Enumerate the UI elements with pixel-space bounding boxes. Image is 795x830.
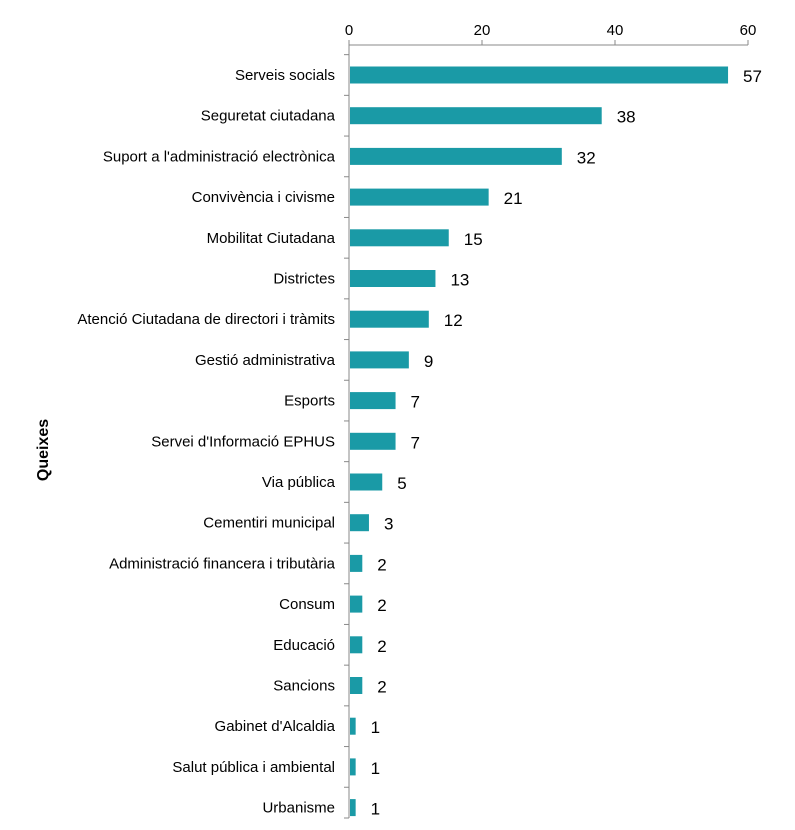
category-label: Suport a l'administració electrònica <box>103 148 336 165</box>
category-label: Educació <box>273 637 335 654</box>
data-label: 1 <box>371 800 380 819</box>
category-label: Sancions <box>273 678 335 695</box>
bar <box>350 392 396 410</box>
category-label: Consum <box>279 596 335 613</box>
category-label: Servei d'Informació EPHUS <box>151 433 335 450</box>
category-label: Serveis socials <box>235 67 335 84</box>
data-label: 15 <box>464 230 483 249</box>
category-label: Administració financera i tributària <box>109 555 336 572</box>
category-label: Via pública <box>262 474 336 491</box>
bar <box>350 107 602 125</box>
category-label: Atenció Ciutadana de directori i tràmits <box>77 311 335 328</box>
bars <box>350 66 729 817</box>
bar <box>350 66 729 84</box>
data-label: 9 <box>424 352 433 371</box>
x-axis: 0 20 40 60 <box>345 22 757 46</box>
bar <box>350 473 383 491</box>
data-label: 21 <box>504 189 523 208</box>
x-tick-label: 40 <box>607 22 624 39</box>
data-label: 5 <box>397 474 406 493</box>
data-label: 7 <box>411 433 420 452</box>
bar <box>350 147 562 165</box>
bar <box>350 595 363 613</box>
bar <box>350 799 356 817</box>
data-label: 12 <box>444 311 463 330</box>
category-label: Mobilitat Ciutadana <box>207 230 336 247</box>
data-label: 2 <box>377 678 386 697</box>
category-label: Urbanisme <box>262 800 335 817</box>
category-labels: Serveis socials Seguretat ciutadana Suport… <box>77 67 335 817</box>
category-label: Convivència i civisme <box>192 189 335 206</box>
data-label: 2 <box>377 637 386 656</box>
x-tick-label: 0 <box>345 22 353 39</box>
data-label: 3 <box>384 515 393 534</box>
category-label: Salut pública i ambiental <box>172 759 335 776</box>
category-label: Esports <box>284 393 335 410</box>
bar <box>350 554 363 572</box>
data-label: 2 <box>377 596 386 615</box>
category-label: Gabinet d'Alcaldia <box>215 718 336 735</box>
data-label: 7 <box>411 393 420 412</box>
x-tick-label: 20 <box>474 22 491 39</box>
bar <box>350 270 436 287</box>
category-label: Cementiri municipal <box>203 515 335 532</box>
bar <box>350 188 489 206</box>
bar <box>350 432 396 450</box>
data-label: 1 <box>371 759 380 778</box>
data-label: 32 <box>577 148 596 167</box>
bar <box>350 514 369 532</box>
x-tick-label: 60 <box>740 22 757 39</box>
data-label: 2 <box>377 555 386 574</box>
bar <box>350 717 356 735</box>
y-axis <box>344 45 350 819</box>
bar <box>350 677 363 694</box>
bar <box>350 636 363 654</box>
bar <box>350 310 429 328</box>
category-label: Seguretat ciutadana <box>201 108 336 125</box>
data-label: 13 <box>450 271 469 290</box>
bar <box>350 758 356 776</box>
category-label: Gestió administrativa <box>195 352 336 369</box>
bar <box>350 351 409 369</box>
y-axis-title: Queixes <box>35 419 52 481</box>
bar <box>350 229 449 247</box>
data-label: 57 <box>743 67 762 86</box>
category-label: Districtes <box>273 271 335 288</box>
data-label: 1 <box>371 718 380 737</box>
data-label: 38 <box>617 108 636 127</box>
